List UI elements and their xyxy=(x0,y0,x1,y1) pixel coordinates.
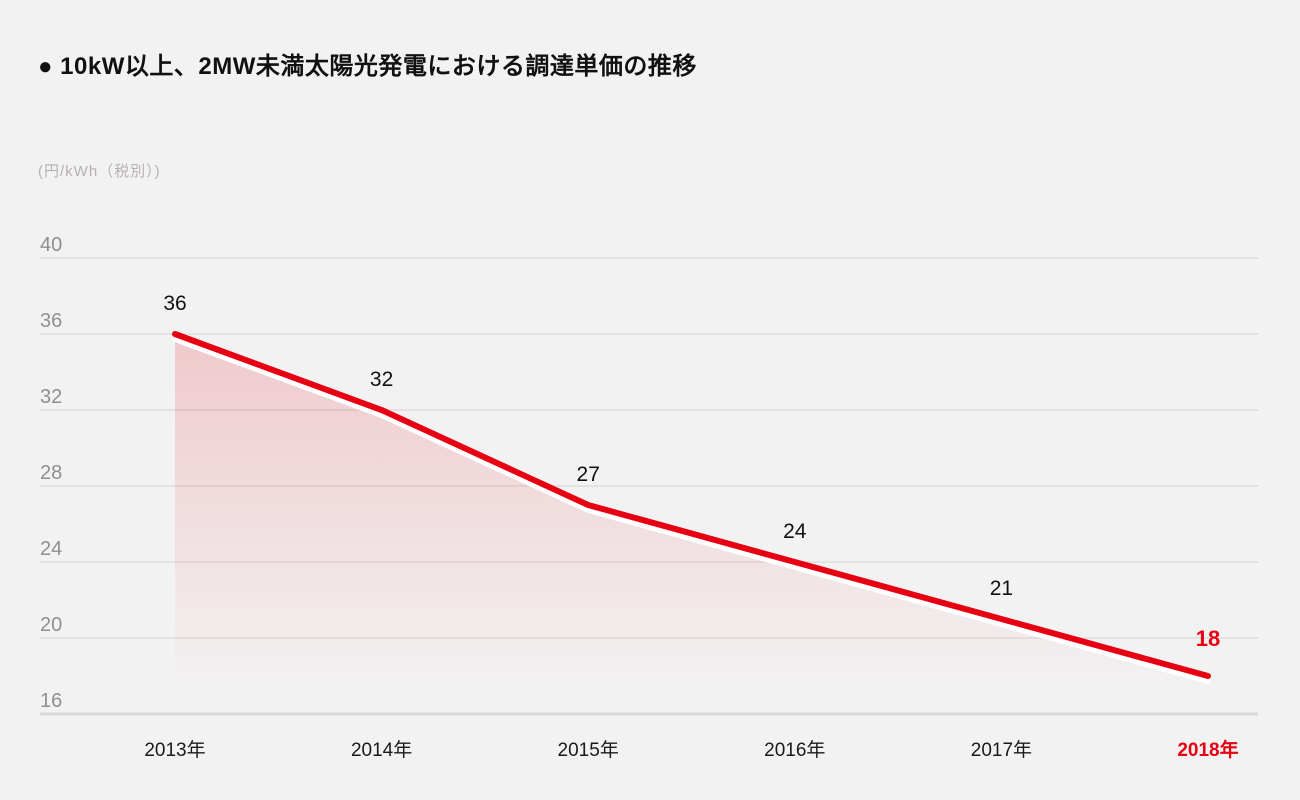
x-axis-tick-label: 2014年 xyxy=(351,739,412,761)
data-point-label-highlight: 18 xyxy=(1196,626,1220,651)
series-area xyxy=(175,334,1208,714)
x-axis-tick-label: 2017年 xyxy=(971,739,1032,761)
y-axis-tick-label: 20 xyxy=(40,614,62,636)
y-axis-tick-label: 28 xyxy=(40,462,62,484)
x-axis-tick-label: 2015年 xyxy=(558,739,619,761)
y-axis-unit-label: (円/kWh（税別）) xyxy=(38,163,161,180)
data-point-label: 27 xyxy=(577,463,600,486)
y-axis-tick-label: 16 xyxy=(40,690,62,712)
y-axis-tick-label: 32 xyxy=(40,386,62,408)
series-line-shadow xyxy=(172,337,1211,684)
x-axis-tick-label: 2016年 xyxy=(764,739,825,761)
x-axis-tick-label: 2013年 xyxy=(144,739,205,761)
chart-title: ● 10kW以上、2MW未満太陽光発電における調達単価の推移 xyxy=(38,53,697,80)
data-point-label: 21 xyxy=(990,577,1013,600)
data-point-label: 36 xyxy=(163,292,186,315)
y-axis-tick-label: 40 xyxy=(40,234,62,256)
y-axis-tick-label: 36 xyxy=(40,310,62,332)
data-point-label: 32 xyxy=(370,368,393,391)
y-axis-tick-label: 24 xyxy=(40,538,62,560)
x-axis-tick-label-highlight: 2018年 xyxy=(1177,738,1238,761)
data-point-label: 24 xyxy=(783,520,807,543)
series-line xyxy=(172,331,1211,679)
